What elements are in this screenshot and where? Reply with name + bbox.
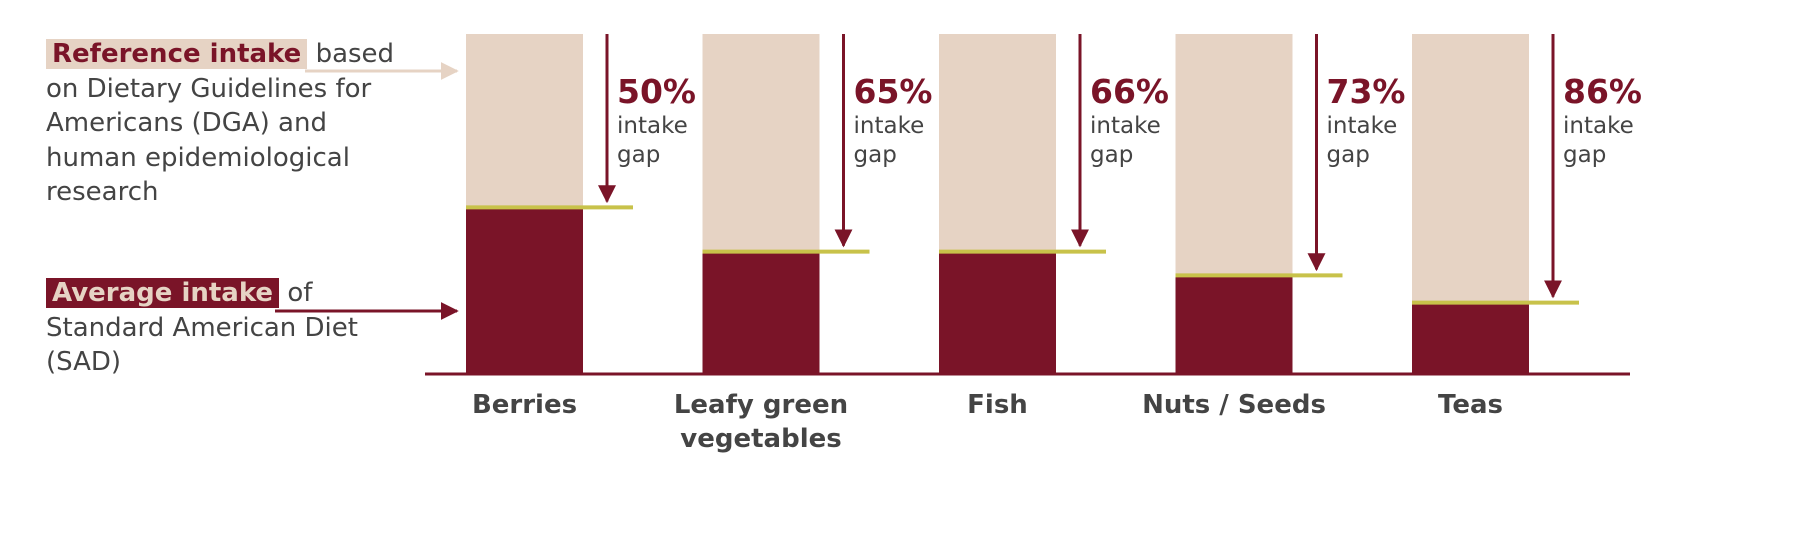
legend-name: Reference intake (46, 39, 308, 69)
x-tick-label: Teas (1438, 390, 1503, 420)
gap-text: intake gap (1563, 113, 1634, 168)
average-bar (702, 251, 820, 374)
gap-label: 50% (617, 72, 696, 111)
legend-entry: Average intake of Standard American Diet… (46, 276, 396, 380)
gap-label: 86% (1563, 72, 1642, 111)
gap-label: 66% (1090, 72, 1169, 111)
gap-text: intake gap (853, 113, 925, 168)
average-bar (1412, 302, 1529, 374)
x-tick-label: Nuts / Seeds (1142, 390, 1326, 420)
gap-label: 65% (853, 72, 933, 111)
gap-text: intake gap (1090, 113, 1161, 168)
gap-label: 73% (1326, 72, 1406, 111)
average-bar (939, 251, 1056, 374)
gap-text: intake gap (1326, 113, 1398, 168)
average-bar (1175, 275, 1293, 374)
legend-entry: Reference intake based on Dietary Guidel… (46, 37, 396, 210)
x-tick-label: Fish (967, 390, 1028, 420)
legend-name: Average intake (46, 278, 280, 308)
x-tick-label: Berries (471, 390, 578, 420)
gap-text: intake gap (617, 113, 688, 168)
average-bar (466, 207, 583, 374)
legend-description: based on Dietary Guidelines for American… (46, 39, 395, 207)
x-tick-label: Leafy green vegetables (673, 390, 849, 454)
legend-description: of Standard American Diet (SAD) (46, 278, 358, 377)
